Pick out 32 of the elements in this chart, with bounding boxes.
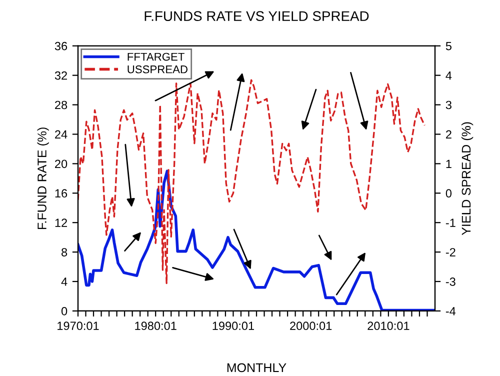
legend-label: FFTARGET [128,52,184,61]
y-tick-label: 24 [55,130,68,139]
x-tick-label: 1990:01 [212,322,254,330]
y2-axis-title: YIELD SPREAD (%) [461,122,474,236]
x-tick-label: 2010:01 [368,322,410,330]
x-axis-title: MONTHLY [227,363,286,372]
y-tick-label: 0 [61,306,68,316]
line-series [78,79,426,284]
chart-title: F.FUNDS RATE VS YIELD SPREAD [144,11,369,22]
y2-tick-label: -2 [446,248,456,256]
y-tick-label: 28 [55,100,68,110]
y2-tick-label: -1 [446,218,456,227]
y2-tick-label: 3 [446,100,452,110]
x-tick-label: 1980:01 [135,322,176,330]
y-tick-label: 4 [61,278,68,286]
y2-tick-label: 0 [446,189,452,198]
legend-label: USSPREAD [128,65,188,74]
y-axis-title: F.FUND RATE (%) [37,128,49,230]
y-tick-label: 8 [62,248,68,256]
y-tick-label: 32 [54,71,67,80]
y-tick-label: 20 [55,160,68,168]
y2-tick-label: 2 [446,130,452,139]
y2-tick-label: 5 [446,42,452,50]
x-tick-label: 2000:01 [290,322,332,330]
y2-tick-label: 1 [446,160,452,168]
y2-tick-label: 4 [446,71,452,80]
y-tick-label: 36 [54,42,68,50]
y2-tick-label: -3 [446,278,456,286]
y-tick-label: 16 [55,189,68,198]
y2-tick-label: -4 [446,307,456,316]
x-tick-label: 1970:01 [58,322,99,330]
y-tick-label: 12 [55,218,67,227]
